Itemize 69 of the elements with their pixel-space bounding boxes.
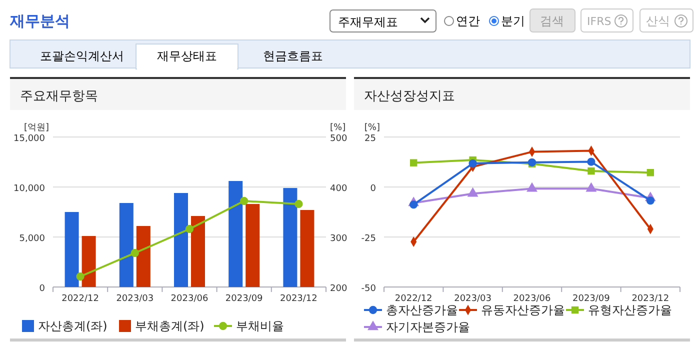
point xyxy=(130,248,139,258)
point xyxy=(240,196,248,206)
y2-axis-title: [%] xyxy=(330,123,346,133)
bar xyxy=(82,236,96,287)
y-tick-label: -50 xyxy=(361,284,376,294)
text: 산식 xyxy=(646,14,670,28)
text: 재무분석 xyxy=(9,12,70,30)
bar xyxy=(136,226,150,287)
point xyxy=(586,182,597,192)
text: 포괄손익계산서 xyxy=(40,49,124,63)
y-tick-label: 10,000 xyxy=(14,184,46,194)
y-tick-label: 25 xyxy=(364,134,376,144)
bar xyxy=(174,193,188,287)
y-tick-label: -25 xyxy=(361,234,376,244)
point xyxy=(588,167,595,175)
x-tick-label: 2023/06 xyxy=(170,294,208,304)
text: IFRS xyxy=(587,15,612,28)
y2-tick-label: 500 xyxy=(330,134,348,144)
chart-title: 주요재무항목 xyxy=(20,89,98,104)
y2-tick-label: 400 xyxy=(330,184,348,194)
legend-label: 유동자산증가율 xyxy=(481,303,565,317)
text: 현금흐름표 xyxy=(263,49,323,63)
x-tick-label: 2022/12 xyxy=(62,294,99,304)
x-tick-label: 2023/09 xyxy=(225,294,264,304)
text: 검색 xyxy=(540,14,564,28)
x-tick-label: 2023/06 xyxy=(513,294,551,304)
x-tick-label: 2023/09 xyxy=(572,294,610,304)
y-tick-label: 5,000 xyxy=(19,234,46,244)
y-tick-label: 15,000 xyxy=(14,134,46,144)
point xyxy=(410,200,418,209)
legend-label: 유형자산증가율 xyxy=(588,303,672,317)
bar xyxy=(246,204,260,287)
legend-label: 부채비율 xyxy=(236,319,284,333)
chart-title: 자산성장성지표 xyxy=(364,89,455,104)
point xyxy=(646,196,654,205)
point xyxy=(468,159,477,168)
bar xyxy=(300,210,314,287)
point xyxy=(410,159,418,166)
text: 연간 xyxy=(456,14,480,28)
text: 재무상태표 xyxy=(157,49,217,63)
text: 주재무제표 xyxy=(338,15,398,29)
y-tick-label: 0 xyxy=(39,284,46,294)
point xyxy=(76,272,84,281)
x-tick-label: 2022/12 xyxy=(394,294,432,304)
legend-label: 부채총계(좌) xyxy=(135,319,204,333)
point xyxy=(185,224,194,234)
x-tick-label: 2023/12 xyxy=(280,294,318,304)
legend-label: 총자산증가율 xyxy=(386,303,458,317)
bar xyxy=(228,181,243,287)
bar xyxy=(119,203,134,287)
text: 분기 xyxy=(501,14,525,28)
y-axis-title: [억원] xyxy=(24,123,49,133)
legend-label: 자산총계(좌) xyxy=(38,319,108,333)
bar xyxy=(64,212,79,287)
y2-tick-label: 300 xyxy=(330,234,348,244)
y-axis-title: [%] xyxy=(364,123,380,133)
point xyxy=(587,158,596,166)
x-tick-label: 2023/03 xyxy=(116,294,154,304)
legend-label: 자기자본증가율 xyxy=(386,320,470,334)
x-tick-label: 2023/12 xyxy=(632,294,670,304)
bar xyxy=(191,216,205,287)
y-tick-label: 0 xyxy=(370,184,376,194)
bar xyxy=(283,188,298,287)
point xyxy=(294,200,303,208)
point xyxy=(646,168,654,176)
point xyxy=(467,187,478,197)
point xyxy=(526,182,538,192)
y2-tick-label: 200 xyxy=(330,284,348,294)
x-tick-label: 2023/03 xyxy=(454,294,492,304)
